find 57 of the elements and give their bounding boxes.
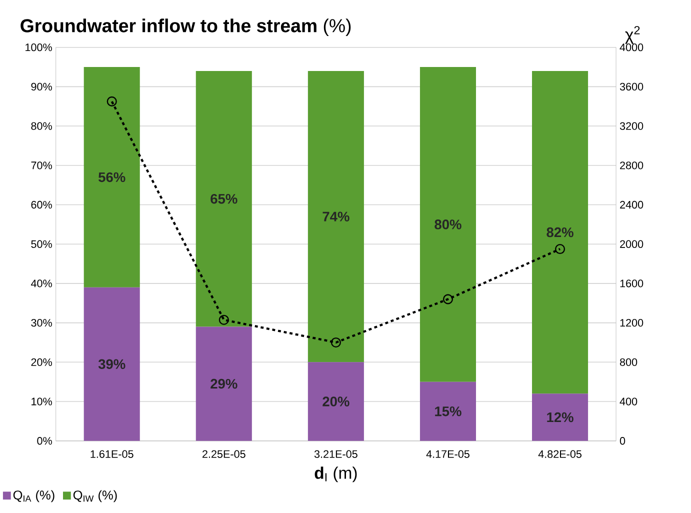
x-tick-label: 3.21E-05: [314, 450, 358, 458]
y-tick-label: 20%: [31, 358, 52, 366]
y2-tick-label: 800: [620, 358, 638, 366]
chart-title: Groundwater inflow to the stream (%): [20, 18, 351, 36]
y-tick-label: 90%: [31, 82, 52, 91]
data-label: 74%: [322, 212, 350, 222]
bar: [420, 382, 476, 441]
y2-tick-label: 3200: [620, 122, 644, 130]
legend-label: Q$_{IW}$ (%): [73, 490, 117, 502]
y2-tick-label: 4000: [620, 44, 644, 52]
data-label: 56%: [98, 172, 126, 182]
point: [330, 338, 341, 348]
y-tick-label: 70%: [31, 162, 52, 170]
point: [554, 244, 566, 254]
y2-axis-title: χ$^{2}$: [625, 26, 640, 44]
legend-label: Q$_{IA}$ (%): [13, 490, 54, 502]
data-label: 15%: [435, 406, 462, 416]
y-tick-label: 100%: [26, 44, 52, 52]
y2-tick-label: 3600: [620, 82, 644, 91]
bar: [196, 71, 252, 327]
x-tick-label: 4.17E-05: [426, 450, 470, 458]
y2-tick-label: 0: [620, 437, 626, 445]
y-tick-label: 30%: [31, 319, 52, 327]
y2-tick-label: 2800: [620, 162, 644, 170]
data-label: 39%: [98, 359, 126, 370]
data-label: 29%: [210, 378, 238, 389]
data-label: 65%: [210, 194, 238, 204]
y-tick-label: 0%: [37, 437, 52, 445]
bar: [532, 71, 588, 394]
data-label: 82%: [546, 227, 574, 238]
bar: [532, 394, 588, 441]
x-tick-label: 1.61E-05: [90, 450, 134, 458]
bar: [196, 326, 252, 441]
y-tick-label: 40%: [30, 280, 52, 288]
bar: [308, 362, 364, 441]
y-tick-label: 10%: [32, 398, 52, 406]
y2-tick-label: 1200: [620, 319, 644, 327]
y2-tick-label: 2400: [620, 200, 644, 209]
y2-tick-label: 1600: [620, 280, 644, 288]
data-label: 20%: [322, 396, 350, 406]
y-tick-label: 80%: [31, 122, 52, 130]
bar: [84, 67, 140, 288]
point: [106, 96, 117, 107]
x-tick-label: 4.82E-05: [538, 450, 582, 458]
point: [442, 294, 454, 304]
y-tick-label: 60%: [31, 200, 52, 209]
x-axis-title: d$_{I}$ (m): [314, 466, 357, 482]
bar: [420, 67, 476, 382]
y-tick-label: 50%: [31, 240, 52, 248]
point: [218, 314, 229, 325]
bar: [308, 71, 364, 362]
data-label: 12%: [547, 412, 574, 422]
data-label: 80%: [434, 220, 462, 230]
y2-tick-label: 400: [620, 398, 638, 406]
x-tick-label: 2.25E-05: [202, 450, 246, 458]
y2-tick-label: 2000: [620, 240, 644, 248]
bar: [84, 287, 140, 441]
